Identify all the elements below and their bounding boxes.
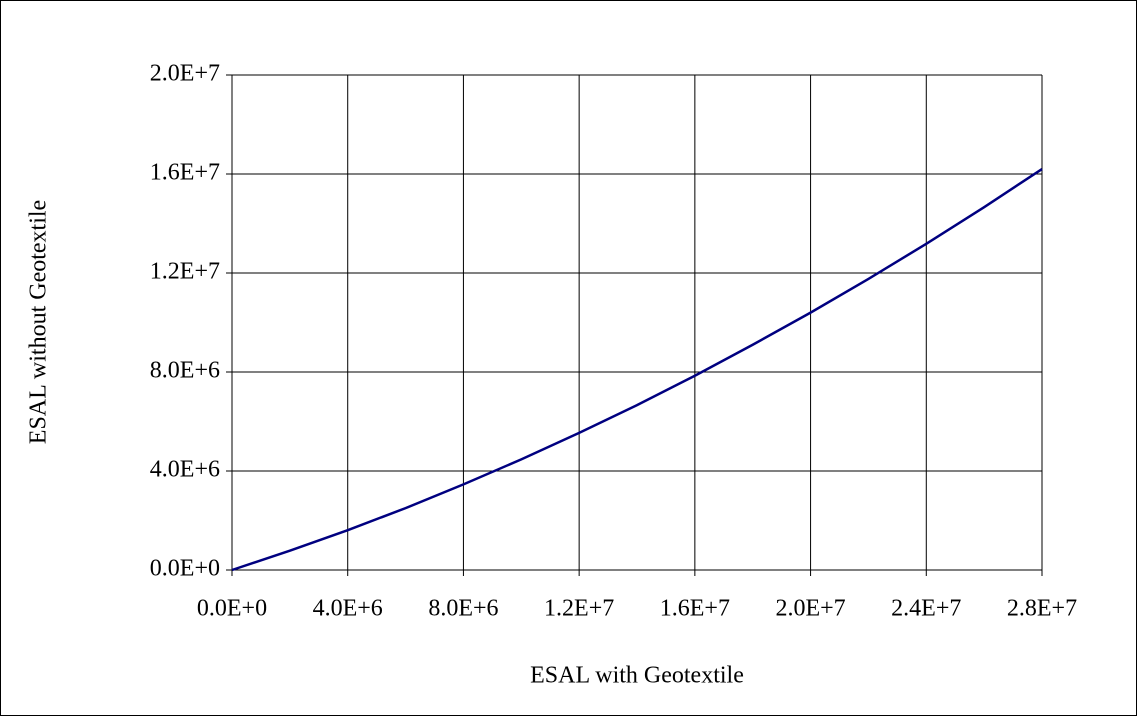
x-tick-label: 2.8E+7 (1007, 596, 1077, 622)
x-tick-label: 1.6E+7 (660, 596, 730, 622)
x-tick-label: 1.2E+7 (544, 596, 614, 622)
y-tick-label: 0.0E+0 (150, 556, 220, 582)
y-tick-label: 4.0E+6 (150, 457, 220, 483)
y-axis-label: ESAL without Geotextile (26, 200, 52, 444)
y-tick-label: 1.6E+7 (150, 160, 220, 186)
data-line (231, 168, 1043, 572)
y-tick-label: 1.2E+7 (150, 259, 220, 285)
x-tick-label: 2.0E+7 (775, 596, 845, 622)
x-axis-label: ESAL with Geotextile (530, 663, 744, 689)
y-tick-label: 8.0E+6 (150, 358, 220, 384)
y-tick-label: 2.0E+7 (150, 61, 220, 87)
x-tick-label: 2.4E+7 (891, 596, 961, 622)
x-tick-label: 4.0E+6 (313, 596, 383, 622)
x-tick-label: 0.0E+0 (197, 596, 267, 622)
x-tick-label: 8.0E+6 (428, 596, 498, 622)
